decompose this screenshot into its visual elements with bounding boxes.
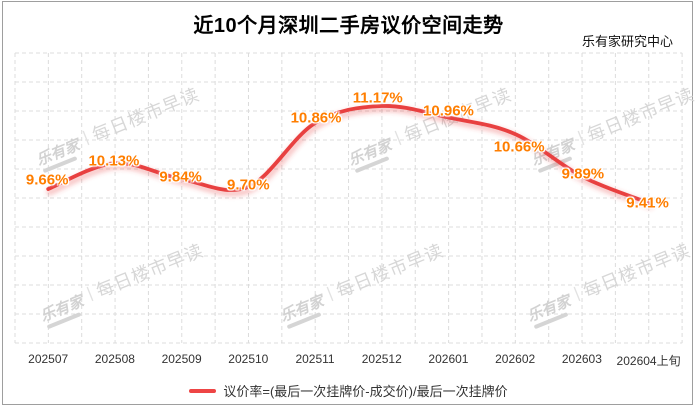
x-axis-label: 202508 [94, 352, 135, 366]
legend-line-swatch [189, 388, 217, 393]
x-axis-label: 202512 [361, 352, 402, 366]
chart-title: 近10个月深圳二手房议价空间走势 [193, 15, 504, 37]
source-label: 乐有家研究中心 [581, 34, 673, 49]
x-axis-label: 202601 [428, 352, 469, 366]
point-label: 9.41% [626, 194, 669, 212]
x-axis-label: 202603 [561, 352, 602, 366]
x-axis-label: 202507 [28, 352, 69, 366]
x-axis-label: 202511 [295, 352, 335, 366]
trend-line-glow [46, 105, 654, 210]
point-label: 10.13% [88, 152, 140, 170]
point-label: 9.66% [25, 171, 69, 189]
x-axis-label: 202509 [161, 352, 202, 366]
x-axis-label: 202604上旬 [616, 354, 681, 368]
x-axis-label: 202602 [495, 352, 536, 366]
trend-line [46, 104, 651, 205]
point-label: 9.89% [561, 165, 605, 183]
point-label: 9.70% [227, 176, 270, 194]
point-label: 10.96% [423, 102, 474, 120]
chart-frame [2, 1, 693, 405]
point-label: 11.17% [352, 89, 403, 107]
point-label: 9.84% [159, 168, 202, 186]
point-label: 10.66% [493, 138, 545, 156]
legend-label: 议价率=(最后一次挂牌价-成交价)/最后一次挂牌价 [223, 384, 508, 399]
x-axis-label: 202510 [228, 352, 269, 366]
legend: 议价率=(最后一次挂牌价-成交价)/最后一次挂牌价 [0, 381, 697, 400]
point-label: 10.86% [290, 109, 342, 127]
